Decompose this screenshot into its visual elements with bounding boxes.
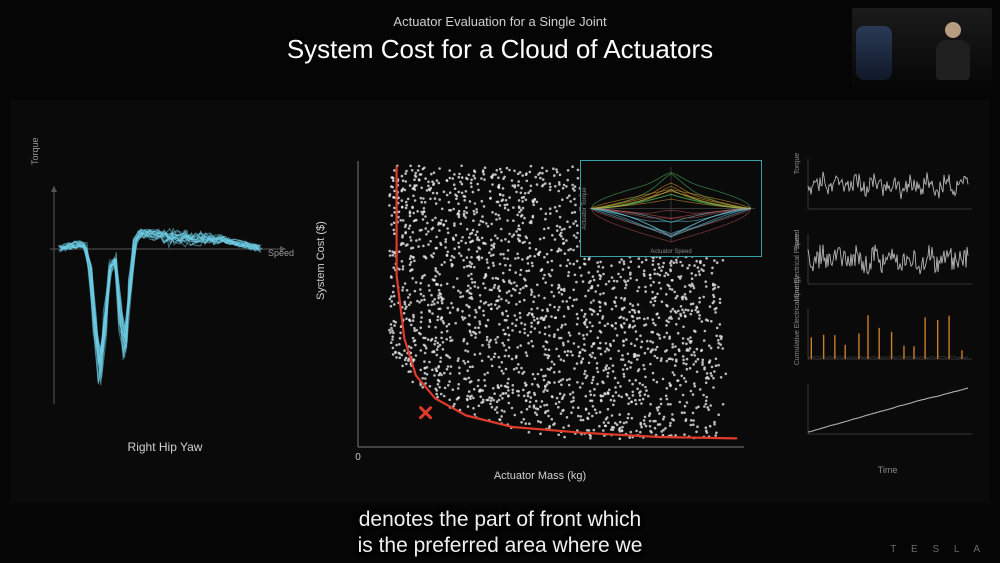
presentation-slide: Actuator Evaluation for a Single Joint S… <box>0 0 1000 563</box>
left-plot-caption: Right Hip Yaw <box>40 440 290 454</box>
scatter-ylabel: System Cost ($) <box>315 221 327 300</box>
caption-line-2: is the preferred area where we <box>358 534 643 557</box>
svg-text:0: 0 <box>355 452 361 463</box>
presenter-silhouette <box>930 22 976 80</box>
timeseries-xlabel: Time <box>800 465 975 475</box>
timeseries-cumulative-electrical-energy: Cumulative Electrical Energy <box>800 380 975 440</box>
torque-speed-trace-plot <box>40 180 290 410</box>
brand-watermark: T E S L A <box>890 544 986 555</box>
slide-eyebrow: Actuator Evaluation for a Single Joint <box>0 14 1000 29</box>
svg-text:Actuator Speed: Actuator Speed <box>650 249 691 255</box>
timeseries-input-electrical-power: Input Electrical Power <box>800 305 975 365</box>
left-plot-xlabel: Speed <box>268 248 294 258</box>
caption-line-1: denotes the part of front which <box>359 508 642 531</box>
svg-text:Actuator Torque: Actuator Torque <box>582 187 588 230</box>
timeseries-speed: Speed <box>800 230 975 290</box>
inset-torque-speed-map: Actuator Speed Actuator Torque <box>580 160 762 257</box>
scatter-xlabel: Actuator Mass (kg) <box>330 470 750 482</box>
timeseries-label: Cumulative Electrical Energy <box>794 276 801 365</box>
charts-panel: Torque Speed Right Hip Yaw 0 System Cost… <box>10 100 990 503</box>
chair-shape <box>856 26 892 80</box>
slide-title: System Cost for a Cloud of Actuators <box>0 34 1000 65</box>
timeseries-label: Torque <box>794 153 801 174</box>
video-caption: denotes the part of front which is the p… <box>0 507 1000 560</box>
presenter-pip <box>852 8 992 92</box>
timeseries-column: Torque Speed Input Electrical Power Cumulat… <box>800 155 975 455</box>
timeseries-torque: Torque <box>800 155 975 215</box>
left-plot-ylabel: Torque <box>30 137 40 165</box>
